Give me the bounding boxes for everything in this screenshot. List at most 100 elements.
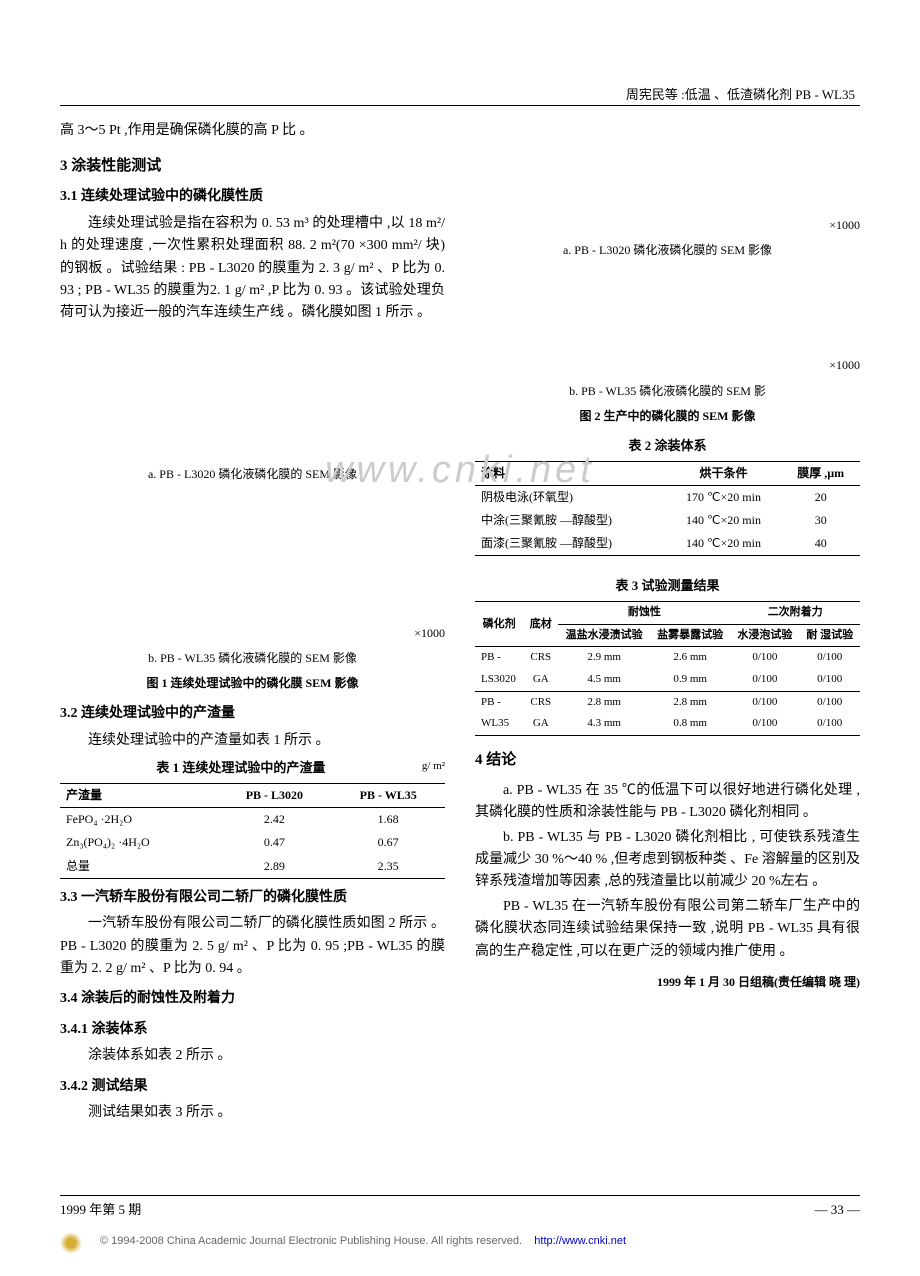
table1: 产渣量 PB - L3020 PB - WL35 FePO₄ ·2H₂O 2.4…	[60, 783, 445, 879]
table-cell: 2.35	[331, 855, 445, 879]
table-cell: CRS	[523, 647, 558, 669]
table-cell: 140 ℃×20 min	[666, 509, 782, 532]
table-cell: 0/100	[730, 713, 799, 735]
running-header: 周宪民等 :低温 、低渣磷化剂 PB - WL35	[626, 85, 855, 106]
table-cell: 0.8 mm	[650, 713, 730, 735]
section-3-2-title: 3.2 连续处理试验中的产渣量	[60, 703, 445, 725]
table-cell: 2.8 mm	[558, 691, 650, 713]
copyright-text: © 1994-2008 China Academic Journal Elect…	[100, 1235, 522, 1247]
conclusion-c: PB - WL35 在一汽轿车股份有限公司第二轿车厂生产中的磷化膜状态同连续试验…	[475, 896, 860, 963]
page-footer: 1999 年第 5 期 — 33 —	[60, 1195, 860, 1221]
table-cell: 面漆(三聚氰胺 —醇酸型)	[475, 532, 666, 556]
watermark: www.cnki.net	[325, 440, 595, 501]
table2-header: 烘干条件	[666, 461, 782, 485]
table-cell: GA	[523, 713, 558, 735]
table-cell: 2.89	[217, 855, 331, 879]
table1-title: 表 1 连续处理试验中的产渣量 g/ m²	[60, 758, 445, 779]
table-cell: 0/100	[799, 669, 860, 691]
table3-row: LS3020 GA 4.5 mm 0.9 mm 0/100 0/100	[475, 669, 860, 691]
table3-header: 盐雾暴露试验	[650, 624, 730, 647]
table-cell: 0.47	[217, 831, 331, 854]
table-cell: GA	[523, 669, 558, 691]
section-3-4-title: 3.4 涂装后的耐蚀性及附着力	[60, 988, 445, 1010]
section-3-4-2-title: 3.4.2 测试结果	[60, 1076, 445, 1098]
intro-line: 高 3～5 Pt ,作用是确保磷化膜的高 P 比 。	[60, 120, 445, 142]
section-3-3-title: 3.3 一汽轿车股份有限公司二轿厂的磷化膜性质	[60, 887, 445, 909]
table-cell: LS3020	[475, 669, 523, 691]
table-cell: 0.67	[331, 831, 445, 854]
table-cell: 0/100	[799, 647, 860, 669]
table3: 磷化剂 底材 耐蚀性 二次附着力 温盐水浸渍试验 盐雾暴露试验 水浸泡试验 耐 …	[475, 601, 860, 736]
table3-header: 温盐水浸渍试验	[558, 624, 650, 647]
table1-unit: g/ m²	[422, 758, 445, 776]
table-cell: 总量	[60, 855, 217, 879]
table-cell: 170 ℃×20 min	[666, 485, 782, 509]
fig2b-caption: b. PB - WL35 磷化液磷化膜的 SEM 影	[475, 382, 860, 401]
conclusion-a: a. PB - WL35 在 35 ℃的低温下可以很好地进行磷化处理 , 其磷化…	[475, 780, 860, 825]
right-column: ×1000 a. PB - L3020 磷化液磷化膜的 SEM 影像 ×1000…	[475, 120, 860, 1126]
footer-right: — 33 —	[815, 1200, 861, 1221]
table-cell: 2.9 mm	[558, 647, 650, 669]
table3-row: PB - CRS 2.8 mm 2.8 mm 0/100 0/100	[475, 691, 860, 713]
fig1-magnification: ×1000	[60, 624, 445, 643]
fig2-title: 图 2 生产中的磷化膜的 SEM 影像	[475, 407, 860, 426]
table-cell: 20	[781, 485, 860, 509]
section-3-3-text: 一汽轿车股份有限公司二轿厂的磷化膜性质如图 2 所示 。PB - L3020 的…	[60, 913, 445, 980]
fig1b-caption: b. PB - WL35 磷化液磷化膜的 SEM 影像	[60, 649, 445, 668]
table-cell: 4.5 mm	[558, 669, 650, 691]
table3-header: 磷化剂	[475, 602, 523, 647]
fig2a-caption: a. PB - L3020 磷化液磷化膜的 SEM 影像	[475, 241, 860, 260]
table-cell: 0/100	[730, 691, 799, 713]
table1-row: Zn₃(PO₄)₂ ·4H₂O 0.47 0.67	[60, 831, 445, 854]
table3-header: 水浸泡试验	[730, 624, 799, 647]
table-cell: 1.68	[331, 808, 445, 832]
table-cell: WL35	[475, 713, 523, 735]
table3-row: PB - CRS 2.9 mm 2.6 mm 0/100 0/100	[475, 647, 860, 669]
fig1a-image	[60, 335, 445, 455]
table3-header: 底材	[523, 602, 558, 647]
section-3-4-2-text: 测试结果如表 3 所示 。	[60, 1102, 445, 1124]
table3-header: 二次附着力	[730, 602, 860, 625]
fig2a-image	[475, 128, 860, 208]
table2-row: 中涂(三聚氰胺 —醇酸型) 140 ℃×20 min 30	[475, 509, 860, 532]
table-cell: 4.3 mm	[558, 713, 650, 735]
conclusion-b: b. PB - WL35 与 PB - L3020 磷化剂相比 , 可使铁系残渣…	[475, 827, 860, 894]
table-cell: PB -	[475, 691, 523, 713]
table-cell: 140 ℃×20 min	[666, 532, 782, 556]
table1-title-text: 表 1 连续处理试验中的产渣量	[156, 760, 325, 775]
table3-row: WL35 GA 4.3 mm 0.8 mm 0/100 0/100	[475, 713, 860, 735]
table-cell: 2.42	[217, 808, 331, 832]
fig1-title: 图 1 连续处理试验中的磷化膜 SEM 影像	[60, 674, 445, 693]
table1-header: PB - WL35	[331, 784, 445, 808]
table1-header: PB - L3020	[217, 784, 331, 808]
footer-left: 1999 年第 5 期	[60, 1200, 141, 1221]
fig2b-image	[475, 268, 860, 348]
table-cell: Zn₃(PO₄)₂ ·4H₂O	[60, 831, 217, 854]
table-cell: 0/100	[730, 647, 799, 669]
left-column: 高 3～5 Pt ,作用是确保磷化膜的高 P 比 。 3 涂装性能测试 3.1 …	[60, 120, 445, 1126]
main-content: 高 3～5 Pt ,作用是确保磷化膜的高 P 比 。 3 涂装性能测试 3.1 …	[60, 120, 860, 1126]
section-3-4-1-title: 3.4.1 涂装体系	[60, 1019, 445, 1041]
table2-header: 膜厚 ,µm	[781, 461, 860, 485]
cnki-link[interactable]: http://www.cnki.net	[534, 1235, 626, 1247]
section-3-1-text: 连续处理试验是指在容积为 0. 53 m³ 的处理槽中 ,以 18 m²/ h …	[60, 213, 445, 325]
section-4-title: 4 结论	[475, 748, 860, 772]
section-3-2-text: 连续处理试验中的产渣量如表 1 所示 。	[60, 730, 445, 752]
header-rule	[60, 105, 860, 106]
section-3-4-1-text: 涂装体系如表 2 所示 。	[60, 1045, 445, 1067]
fig2b-magnification: ×1000	[475, 356, 860, 375]
table-cell: FePO₄ ·2H₂O	[60, 808, 217, 832]
table-cell: 中涂(三聚氰胺 —醇酸型)	[475, 509, 666, 532]
section-3-1-title: 3.1 连续处理试验中的磷化膜性质	[60, 186, 445, 208]
table-cell: 0/100	[799, 691, 860, 713]
table1-header: 产渣量	[60, 784, 217, 808]
table-cell: 30	[781, 509, 860, 532]
table-cell: 2.8 mm	[650, 691, 730, 713]
submit-date: 1999 年 1 月 30 日组稿(责任编辑 晓 理)	[475, 973, 860, 992]
table-cell: PB -	[475, 647, 523, 669]
table-cell: 0/100	[730, 669, 799, 691]
table3-title: 表 3 试验测量结果	[475, 576, 860, 597]
table-cell: 0/100	[799, 713, 860, 735]
table1-row: 总量 2.89 2.35	[60, 855, 445, 879]
section-3-title: 3 涂装性能测试	[60, 154, 445, 178]
